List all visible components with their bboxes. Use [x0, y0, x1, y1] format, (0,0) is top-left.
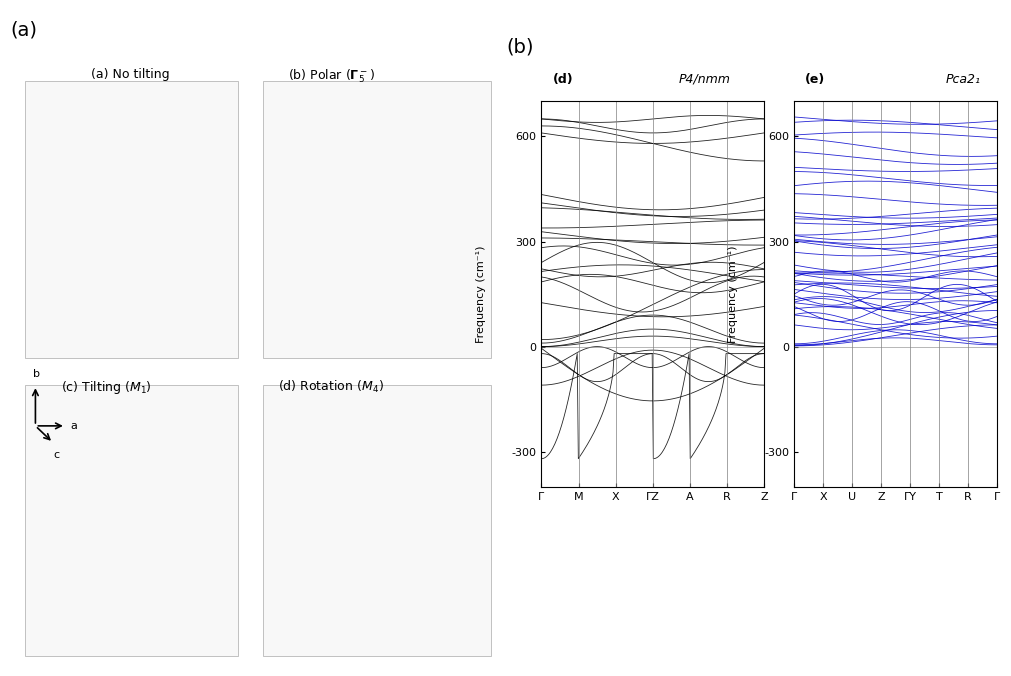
Text: (a) No tilting: (a) No tilting [91, 68, 170, 80]
Y-axis label: Frequency (cm⁻¹): Frequency (cm⁻¹) [727, 245, 737, 343]
Text: (b) Polar ($\mathbf{\Gamma}_5^-$): (b) Polar ($\mathbf{\Gamma}_5^-$) [288, 68, 375, 85]
FancyBboxPatch shape [263, 385, 490, 656]
Text: P4/nmm: P4/nmm [678, 73, 730, 86]
Text: b: b [33, 368, 39, 379]
FancyBboxPatch shape [25, 385, 238, 656]
FancyBboxPatch shape [25, 81, 238, 358]
Text: (b): (b) [506, 38, 533, 57]
Text: c: c [54, 450, 60, 460]
Y-axis label: Frequency (cm⁻¹): Frequency (cm⁻¹) [475, 245, 485, 343]
Text: (a): (a) [10, 20, 37, 39]
Text: (d) Rotation ($M_4$): (d) Rotation ($M_4$) [278, 379, 384, 395]
Text: (e): (e) [804, 73, 824, 86]
Text: (c) Tilting ($M_1$): (c) Tilting ($M_1$) [61, 379, 152, 395]
Text: a: a [71, 421, 78, 431]
Text: (d): (d) [552, 73, 572, 86]
FancyBboxPatch shape [263, 81, 490, 358]
Text: Pca2₁: Pca2₁ [944, 73, 980, 86]
